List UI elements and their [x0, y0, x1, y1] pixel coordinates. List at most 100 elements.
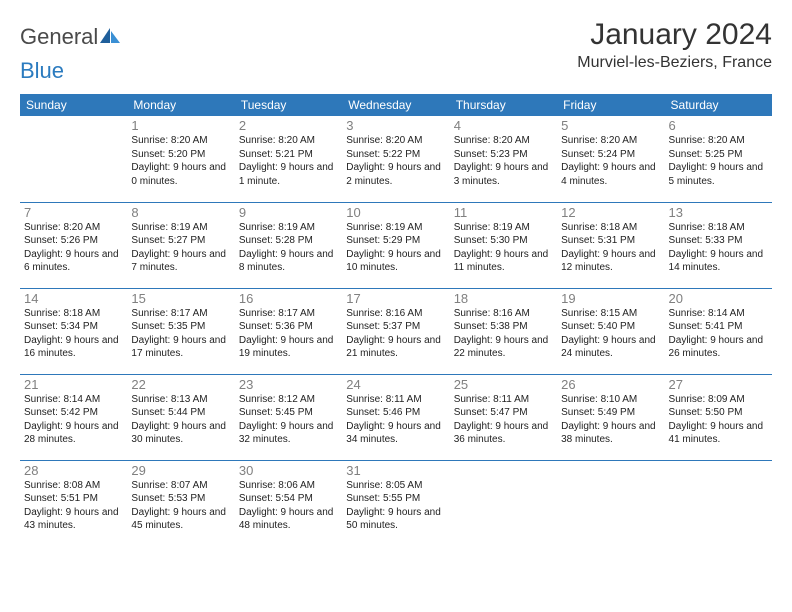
calendar-cell: 31Sunrise: 8:05 AMSunset: 5:55 PMDayligh…	[342, 460, 449, 546]
location-label: Murviel-les-Beziers, France	[577, 54, 772, 72]
day-info: Sunrise: 8:08 AMSunset: 5:51 PMDaylight:…	[24, 479, 123, 533]
calendar-row: 28Sunrise: 8:08 AMSunset: 5:51 PMDayligh…	[20, 460, 772, 546]
calendar-cell: 17Sunrise: 8:16 AMSunset: 5:37 PMDayligh…	[342, 288, 449, 374]
day-number: 21	[24, 377, 123, 392]
weekday-header: Tuesday	[235, 94, 342, 116]
calendar-cell: 8Sunrise: 8:19 AMSunset: 5:27 PMDaylight…	[127, 202, 234, 288]
calendar-cell: 29Sunrise: 8:07 AMSunset: 5:53 PMDayligh…	[127, 460, 234, 546]
day-info: Sunrise: 8:13 AMSunset: 5:44 PMDaylight:…	[131, 393, 230, 447]
day-number: 28	[24, 463, 123, 478]
day-number: 30	[239, 463, 338, 478]
day-number: 2	[239, 118, 338, 133]
calendar-cell: 6Sunrise: 8:20 AMSunset: 5:25 PMDaylight…	[665, 116, 772, 202]
calendar-cell: 5Sunrise: 8:20 AMSunset: 5:24 PMDaylight…	[557, 116, 664, 202]
day-info: Sunrise: 8:20 AMSunset: 5:26 PMDaylight:…	[24, 221, 123, 275]
calendar-cell: 20Sunrise: 8:14 AMSunset: 5:41 PMDayligh…	[665, 288, 772, 374]
day-number: 14	[24, 291, 123, 306]
day-info: Sunrise: 8:20 AMSunset: 5:23 PMDaylight:…	[454, 134, 553, 188]
day-info: Sunrise: 8:14 AMSunset: 5:42 PMDaylight:…	[24, 393, 123, 447]
calendar-row: 14Sunrise: 8:18 AMSunset: 5:34 PMDayligh…	[20, 288, 772, 374]
day-number: 4	[454, 118, 553, 133]
day-info: Sunrise: 8:20 AMSunset: 5:20 PMDaylight:…	[131, 134, 230, 188]
weekday-header: Friday	[557, 94, 664, 116]
day-number: 23	[239, 377, 338, 392]
day-number: 11	[454, 205, 553, 220]
calendar-cell: 25Sunrise: 8:11 AMSunset: 5:47 PMDayligh…	[450, 374, 557, 460]
day-number: 12	[561, 205, 660, 220]
day-info: Sunrise: 8:05 AMSunset: 5:55 PMDaylight:…	[346, 479, 445, 533]
day-info: Sunrise: 8:19 AMSunset: 5:30 PMDaylight:…	[454, 221, 553, 275]
day-number: 3	[346, 118, 445, 133]
day-number: 17	[346, 291, 445, 306]
day-info: Sunrise: 8:07 AMSunset: 5:53 PMDaylight:…	[131, 479, 230, 533]
calendar-cell: 16Sunrise: 8:17 AMSunset: 5:36 PMDayligh…	[235, 288, 342, 374]
weekday-header: Monday	[127, 94, 234, 116]
day-info: Sunrise: 8:17 AMSunset: 5:36 PMDaylight:…	[239, 307, 338, 361]
calendar-header: SundayMondayTuesdayWednesdayThursdayFrid…	[20, 94, 772, 116]
calendar-cell: 30Sunrise: 8:06 AMSunset: 5:54 PMDayligh…	[235, 460, 342, 546]
day-info: Sunrise: 8:18 AMSunset: 5:34 PMDaylight:…	[24, 307, 123, 361]
day-info: Sunrise: 8:06 AMSunset: 5:54 PMDaylight:…	[239, 479, 338, 533]
logo-text: GeneralBlue	[20, 24, 121, 84]
calendar-cell: 7Sunrise: 8:20 AMSunset: 5:26 PMDaylight…	[20, 202, 127, 288]
calendar-cell	[557, 460, 664, 546]
logo: GeneralBlue	[20, 24, 121, 84]
calendar-row: 1Sunrise: 8:20 AMSunset: 5:20 PMDaylight…	[20, 116, 772, 202]
day-number: 15	[131, 291, 230, 306]
calendar-cell	[665, 460, 772, 546]
calendar-cell	[450, 460, 557, 546]
day-number: 20	[669, 291, 768, 306]
day-number: 9	[239, 205, 338, 220]
day-info: Sunrise: 8:18 AMSunset: 5:33 PMDaylight:…	[669, 221, 768, 275]
calendar-cell: 15Sunrise: 8:17 AMSunset: 5:35 PMDayligh…	[127, 288, 234, 374]
calendar-table: SundayMondayTuesdayWednesdayThursdayFrid…	[20, 94, 772, 546]
day-number: 19	[561, 291, 660, 306]
calendar-cell: 10Sunrise: 8:19 AMSunset: 5:29 PMDayligh…	[342, 202, 449, 288]
calendar-cell: 13Sunrise: 8:18 AMSunset: 5:33 PMDayligh…	[665, 202, 772, 288]
day-info: Sunrise: 8:14 AMSunset: 5:41 PMDaylight:…	[669, 307, 768, 361]
day-info: Sunrise: 8:19 AMSunset: 5:27 PMDaylight:…	[131, 221, 230, 275]
day-info: Sunrise: 8:16 AMSunset: 5:38 PMDaylight:…	[454, 307, 553, 361]
day-number: 1	[131, 118, 230, 133]
weekday-header: Sunday	[20, 94, 127, 116]
day-number: 6	[669, 118, 768, 133]
calendar-cell: 28Sunrise: 8:08 AMSunset: 5:51 PMDayligh…	[20, 460, 127, 546]
calendar-row: 7Sunrise: 8:20 AMSunset: 5:26 PMDaylight…	[20, 202, 772, 288]
day-info: Sunrise: 8:10 AMSunset: 5:49 PMDaylight:…	[561, 393, 660, 447]
calendar-cell: 9Sunrise: 8:19 AMSunset: 5:28 PMDaylight…	[235, 202, 342, 288]
calendar-cell: 3Sunrise: 8:20 AMSunset: 5:22 PMDaylight…	[342, 116, 449, 202]
calendar-cell: 22Sunrise: 8:13 AMSunset: 5:44 PMDayligh…	[127, 374, 234, 460]
calendar-cell: 27Sunrise: 8:09 AMSunset: 5:50 PMDayligh…	[665, 374, 772, 460]
calendar-cell: 2Sunrise: 8:20 AMSunset: 5:21 PMDaylight…	[235, 116, 342, 202]
day-info: Sunrise: 8:09 AMSunset: 5:50 PMDaylight:…	[669, 393, 768, 447]
day-info: Sunrise: 8:20 AMSunset: 5:25 PMDaylight:…	[669, 134, 768, 188]
title-block: January 2024 Murviel-les-Beziers, France	[577, 18, 772, 72]
day-info: Sunrise: 8:19 AMSunset: 5:29 PMDaylight:…	[346, 221, 445, 275]
calendar-cell: 23Sunrise: 8:12 AMSunset: 5:45 PMDayligh…	[235, 374, 342, 460]
day-number: 8	[131, 205, 230, 220]
calendar-cell: 24Sunrise: 8:11 AMSunset: 5:46 PMDayligh…	[342, 374, 449, 460]
calendar-body: 1Sunrise: 8:20 AMSunset: 5:20 PMDaylight…	[20, 116, 772, 546]
day-info: Sunrise: 8:20 AMSunset: 5:22 PMDaylight:…	[346, 134, 445, 188]
day-info: Sunrise: 8:17 AMSunset: 5:35 PMDaylight:…	[131, 307, 230, 361]
day-info: Sunrise: 8:12 AMSunset: 5:45 PMDaylight:…	[239, 393, 338, 447]
header: GeneralBlue January 2024 Murviel-les-Bez…	[20, 18, 772, 84]
calendar-cell: 26Sunrise: 8:10 AMSunset: 5:49 PMDayligh…	[557, 374, 664, 460]
day-number: 10	[346, 205, 445, 220]
day-number: 22	[131, 377, 230, 392]
day-number: 7	[24, 205, 123, 220]
logo-general: General	[20, 24, 98, 49]
calendar-cell: 21Sunrise: 8:14 AMSunset: 5:42 PMDayligh…	[20, 374, 127, 460]
day-info: Sunrise: 8:20 AMSunset: 5:24 PMDaylight:…	[561, 134, 660, 188]
day-number: 25	[454, 377, 553, 392]
weekday-header: Wednesday	[342, 94, 449, 116]
day-number: 13	[669, 205, 768, 220]
day-info: Sunrise: 8:15 AMSunset: 5:40 PMDaylight:…	[561, 307, 660, 361]
calendar-cell: 19Sunrise: 8:15 AMSunset: 5:40 PMDayligh…	[557, 288, 664, 374]
calendar-row: 21Sunrise: 8:14 AMSunset: 5:42 PMDayligh…	[20, 374, 772, 460]
calendar-cell: 18Sunrise: 8:16 AMSunset: 5:38 PMDayligh…	[450, 288, 557, 374]
day-info: Sunrise: 8:11 AMSunset: 5:47 PMDaylight:…	[454, 393, 553, 447]
day-info: Sunrise: 8:19 AMSunset: 5:28 PMDaylight:…	[239, 221, 338, 275]
day-number: 31	[346, 463, 445, 478]
day-number: 16	[239, 291, 338, 306]
